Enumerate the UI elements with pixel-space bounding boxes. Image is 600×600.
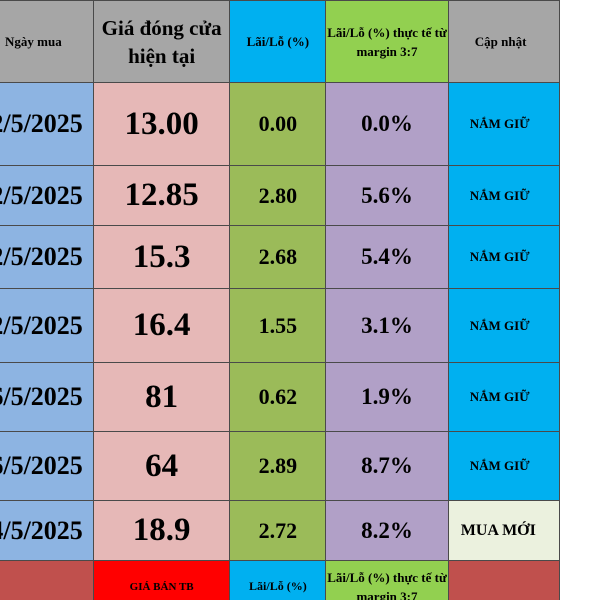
header-pnl-percent[interactable]: Lãi/Lỗ (%) — [229, 0, 327, 83]
actual-pnl-margin-cell[interactable]: 3.1% — [325, 288, 449, 363]
update-status-cell[interactable]: NẮM GIỮ — [447, 362, 561, 432]
pnl-percent-cell[interactable]: 0.00 — [229, 82, 327, 166]
header-update[interactable]: Cập nhật — [447, 0, 561, 83]
purchase-date-cell[interactable]: 12/5/2025 — [0, 82, 94, 166]
pnl-percent-cell[interactable]: 2.72 — [229, 500, 327, 561]
portfolio-table: Ngày mua Giá đóng cửa hiện tại Lãi/Lỗ (%… — [0, 0, 561, 600]
footer-pnl-percent[interactable]: Lãi/Lỗ (%) — [229, 560, 327, 600]
footer-avg-sell-label[interactable]: GIÁ BÁN TB — [92, 560, 231, 600]
pnl-percent-cell[interactable]: 1.55 — [229, 288, 327, 363]
purchase-date-cell[interactable]: 16/5/2025 — [0, 362, 94, 432]
close-price-cell[interactable]: 64 — [92, 431, 231, 501]
actual-pnl-margin-cell[interactable]: 5.6% — [325, 165, 449, 226]
actual-pnl-margin-cell[interactable]: 0.0% — [325, 82, 449, 166]
close-price-cell[interactable]: 12.85 — [92, 165, 231, 226]
update-status-cell[interactable]: NẮM GIỮ — [447, 82, 561, 166]
close-price-cell[interactable]: 13.00 — [92, 82, 231, 166]
purchase-date-cell[interactable]: 14/5/2025 — [0, 500, 94, 561]
update-status-cell[interactable]: NẮM GIỮ — [447, 225, 561, 289]
pnl-percent-cell[interactable]: 2.89 — [229, 431, 327, 501]
header-actual-pnl-margin[interactable]: Lãi/Lỗ (%) thực tế từ margin 3:7 — [325, 0, 449, 83]
purchase-date-cell[interactable]: 12/5/2025 — [0, 288, 94, 363]
footer-actual-pnl-margin[interactable]: Lãi/Lỗ (%) thực tế từ margin 3:7 — [325, 560, 449, 600]
pnl-percent-cell[interactable]: 2.68 — [229, 225, 327, 289]
close-price-cell[interactable]: 16.4 — [92, 288, 231, 363]
pnl-percent-cell[interactable]: 2.80 — [229, 165, 327, 226]
actual-pnl-margin-cell[interactable]: 8.2% — [325, 500, 449, 561]
purchase-date-cell[interactable]: 12/5/2025 — [0, 225, 94, 289]
actual-pnl-margin-cell[interactable]: 5.4% — [325, 225, 449, 289]
close-price-cell[interactable]: 18.9 — [92, 500, 231, 561]
close-price-cell[interactable]: 81 — [92, 362, 231, 432]
actual-pnl-margin-cell[interactable]: 1.9% — [325, 362, 449, 432]
pnl-percent-cell[interactable]: 0.62 — [229, 362, 327, 432]
update-status-cell[interactable]: NẮM GIỮ — [447, 288, 561, 363]
actual-pnl-margin-cell[interactable]: 8.7% — [325, 431, 449, 501]
close-price-cell[interactable]: 15.3 — [92, 225, 231, 289]
update-status-cell[interactable]: MUA MỚI — [447, 500, 561, 561]
header-purchase-date[interactable]: Ngày mua — [0, 0, 94, 83]
update-status-cell[interactable]: NẮM GIỮ — [447, 431, 561, 501]
footer-empty-cell[interactable] — [447, 560, 561, 600]
update-status-cell[interactable]: NẮM GIỮ — [447, 165, 561, 226]
purchase-date-cell[interactable]: 12/5/2025 — [0, 165, 94, 226]
footer-empty-cell[interactable] — [0, 560, 94, 600]
header-close-price[interactable]: Giá đóng cửa hiện tại — [92, 0, 231, 83]
footer-row: GIÁ BÁN TB Lãi/Lỗ (%) Lãi/Lỗ (%) thực tế… — [0, 560, 561, 600]
header-row: Ngày mua Giá đóng cửa hiện tại Lãi/Lỗ (%… — [0, 0, 561, 83]
purchase-date-cell[interactable]: 16/5/2025 — [0, 431, 94, 501]
